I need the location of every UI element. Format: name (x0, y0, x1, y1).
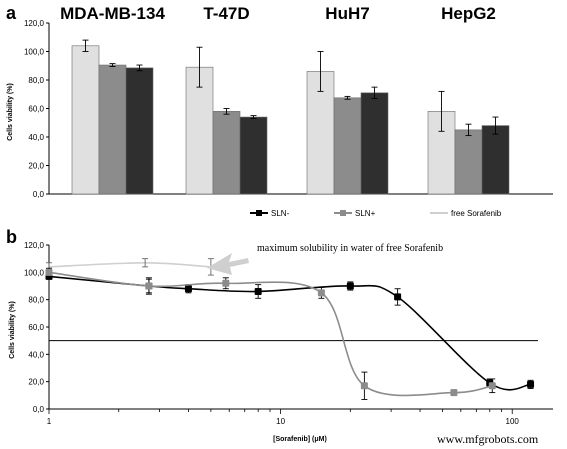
x-tick-label: 10 (276, 417, 285, 426)
legend-label: free Sorafenib (451, 209, 502, 218)
error-bar (317, 51, 324, 92)
y-tick-label: 20,0 (28, 162, 44, 171)
error-bar (136, 64, 143, 72)
point-sln+ (450, 389, 458, 397)
bar-sln+ (333, 97, 362, 195)
y-tick-label: 20,0 (28, 378, 44, 387)
error-bar (196, 46, 203, 88)
bar-free-sorafenib (71, 45, 100, 195)
panel-b-series (45, 258, 535, 400)
point-sln+ (45, 268, 53, 276)
series-sln+ (45, 267, 496, 400)
legend-label: SLN- (271, 209, 290, 218)
error-bar (344, 95, 351, 100)
cell-line-title: MDA-MB-134 (60, 4, 165, 23)
error-bar (250, 115, 257, 119)
cell-line-title: HepG2 (441, 4, 496, 23)
y-tick-label: 60,0 (28, 323, 44, 332)
point-sln+ (145, 282, 153, 290)
y-tick-label: 100,0 (24, 268, 45, 277)
point-sln+ (360, 382, 368, 390)
point-sln+ (317, 289, 325, 297)
cell-line-titles: MDA-MB-134 T-47D HuH7 HepG2 (60, 4, 496, 23)
legend-marker (340, 210, 346, 216)
error-bar (371, 86, 378, 99)
line-free-sorafenib (48, 261, 211, 268)
cell-line-title: T-47D (203, 4, 249, 23)
y-tick-label: 80,0 (28, 76, 44, 85)
series-sln- (45, 272, 535, 391)
panel-a-y-axis-title: Cells viability (%) (7, 83, 14, 141)
y-tick-label: 0,0 (33, 405, 45, 414)
panel-b-y-axis-title: Cells viability (%) (9, 301, 16, 359)
error-bar (492, 116, 499, 135)
panel-b-line-chart: Cells viability (%) [Sorafenib] (μM) 0,0… (9, 241, 553, 443)
y-tick-label: 80,0 (28, 296, 44, 305)
error-bar (438, 90, 445, 132)
point-sln- (527, 380, 535, 388)
point-sln+ (222, 279, 230, 287)
legend-marker (256, 210, 262, 216)
y-tick-label: 100,0 (24, 48, 45, 57)
annotation-text: maximum solubility in water of free Sora… (257, 243, 443, 254)
bar-sln+ (98, 64, 127, 195)
bar-sln+ (454, 129, 483, 195)
panel-a-legend: SLN- SLN+ free Sorafenib (250, 209, 502, 218)
error-bar (465, 123, 472, 137)
bar-free-sorafenib (306, 71, 335, 195)
y-tick-label: 120,0 (24, 19, 45, 28)
point-sln+ (488, 382, 496, 390)
x-tick-label: 100 (506, 417, 520, 426)
line-sln- (48, 275, 531, 391)
y-tick-label: 0,0 (33, 190, 45, 199)
panel-a-bar-chart: MDA-MB-134 T-47D HuH7 HepG2 Cells viability… (7, 4, 553, 218)
panel-a-y-ticks: 0,0 20,0 40,0 60,0 80,0 100,0 120,0 (24, 19, 49, 199)
panel-b-x-ticks: 1 10 100 (47, 409, 520, 426)
panel-a-bars (71, 39, 510, 195)
point-sln- (394, 293, 402, 301)
panel-b-y-ticks: 0,0 20,0 40,0 60,0 80,0 100,0 120,0 (24, 241, 49, 414)
annotation-arrow (207, 253, 249, 275)
point-sln- (346, 282, 354, 290)
panel-a-label: a (6, 3, 17, 23)
error-bar (142, 258, 149, 268)
error-bar (82, 39, 89, 52)
point-sln- (254, 287, 262, 295)
cell-line-title: HuH7 (325, 4, 369, 23)
y-tick-label: 60,0 (28, 105, 44, 114)
y-tick-label: 120,0 (24, 241, 45, 250)
panel-b-annotation: maximum solubility in water of free Sora… (207, 243, 443, 275)
y-tick-label: 40,0 (28, 133, 44, 142)
error-bar (223, 108, 230, 115)
error-bar (109, 63, 116, 67)
panel-b-label: b (6, 227, 17, 247)
bar-sln- (239, 116, 268, 195)
x-tick-label: 1 (47, 417, 52, 426)
bar-sln+ (212, 111, 241, 195)
bar-sln- (125, 67, 154, 195)
bar-sln- (481, 125, 510, 195)
watermark: www.mfgrobots.com (437, 432, 539, 446)
panel-b-x-axis-title: [Sorafenib] (μM) (273, 436, 327, 443)
point-sln- (184, 285, 192, 293)
y-tick-label: 40,0 (28, 350, 44, 359)
bar-sln- (360, 92, 389, 195)
legend-label: SLN+ (355, 209, 376, 218)
series-free-sorafenib (46, 258, 214, 276)
